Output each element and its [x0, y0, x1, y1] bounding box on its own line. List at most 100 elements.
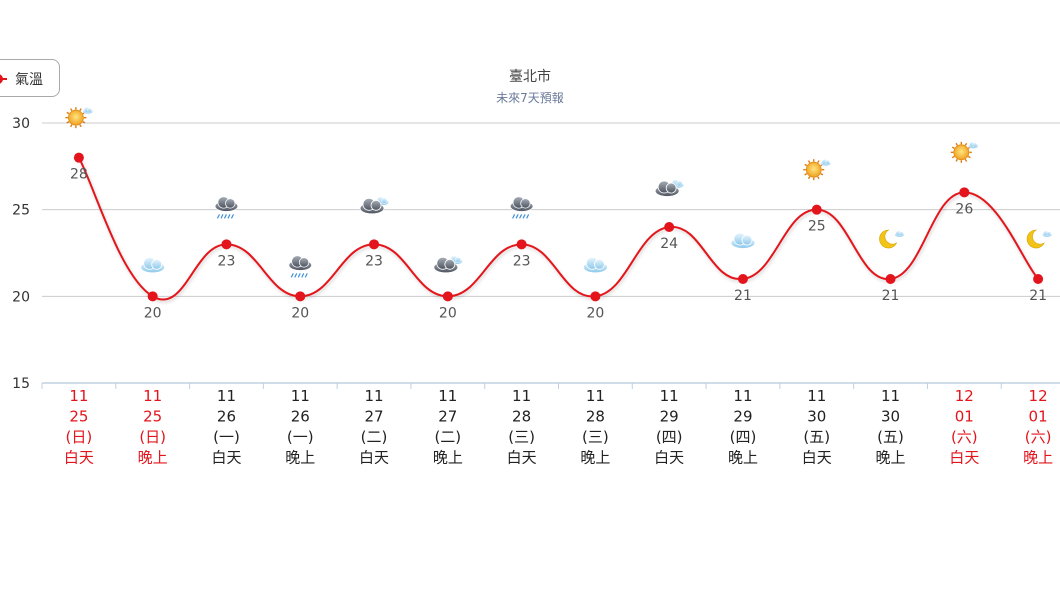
- y-tick-label: 25: [12, 203, 30, 219]
- x-tick-label-line: 11: [438, 387, 457, 405]
- legend-item-label: 氣溫: [15, 72, 43, 88]
- x-tick-label-line: (日): [139, 428, 166, 446]
- x-tick-label-line: 11: [143, 387, 162, 405]
- moon-cloud-icon: [1026, 229, 1053, 249]
- data-point: [737, 274, 748, 284]
- data-label: 26: [955, 201, 973, 217]
- x-tick-label-line: 白天: [64, 449, 94, 467]
- legend[interactable]: 氣溫: [0, 59, 60, 97]
- chart-title: 臺北市: [509, 69, 551, 85]
- x-tick-label: 11 28 (三) 白天: [507, 387, 537, 467]
- x-tick-label: 11 26 (一) 晚上: [285, 387, 315, 467]
- x-tick-label-line: 11: [586, 387, 605, 405]
- data-point: [221, 239, 232, 250]
- data-label: 25: [808, 219, 826, 235]
- x-tick-label: 11 29 (四) 白天: [654, 387, 684, 467]
- x-tick-label: 12 01 (六) 白天: [949, 387, 979, 467]
- x-tick-label-line: 26: [291, 408, 310, 426]
- data-label: 20: [586, 305, 604, 321]
- x-tick-label-line: 11: [660, 387, 679, 405]
- x-tick-label: 11 25 (日) 晚上: [138, 387, 168, 467]
- x-tick-label: 11 27 (二) 晚上: [433, 387, 463, 467]
- y-tick-label: 30: [12, 116, 30, 132]
- data-label: 21: [1029, 288, 1047, 304]
- rain-cloud-icon: [214, 196, 239, 219]
- x-tick-label-line: 11: [807, 387, 826, 405]
- x-tick-label-line: 30: [807, 408, 826, 426]
- data-label: 20: [439, 305, 457, 321]
- data-point: [1033, 274, 1044, 284]
- x-tick-label-line: 30: [881, 408, 900, 426]
- x-tick-label-line: (六): [1025, 428, 1052, 446]
- x-tick-label-line: 29: [733, 408, 752, 426]
- dark-cloud-icon: [433, 255, 463, 274]
- x-tick-label: 11 30 (五) 白天: [802, 387, 832, 467]
- x-tick-label-line: 白天: [949, 449, 979, 467]
- data-point: [590, 291, 601, 302]
- x-tick-label-line: 晚上: [580, 449, 610, 467]
- x-tick-label-line: 01: [955, 408, 974, 426]
- x-tick-label: 11 27 (二) 白天: [359, 387, 389, 467]
- x-tick-label-line: (一): [287, 428, 314, 446]
- x-tick-label-line: 白天: [802, 449, 832, 467]
- x-tick-label-line: 晚上: [1023, 449, 1053, 467]
- x-tick-label-line: 11: [217, 387, 236, 405]
- data-label: 24: [660, 236, 678, 252]
- legend-line-symbol: [0, 78, 7, 80]
- legend-marker-symbol: [0, 74, 3, 84]
- x-tick-label-line: 11: [512, 387, 531, 405]
- x-tick-label-line: (五): [803, 428, 830, 446]
- data-point: [73, 152, 84, 163]
- x-tick-label-line: 25: [143, 408, 162, 426]
- sunny-cloud-icon: [803, 159, 831, 181]
- x-tick-label-line: 12: [1029, 387, 1048, 405]
- x-tick-label-line: (二): [434, 428, 461, 446]
- x-tick-label-line: 晚上: [728, 449, 758, 467]
- x-tick-label: 11 30 (五) 晚上: [876, 387, 906, 467]
- data-point: [147, 291, 158, 302]
- x-tick-label-line: 白天: [507, 449, 537, 467]
- x-tick-label: 11 28 (三) 晚上: [580, 387, 610, 467]
- data-point: [369, 239, 380, 250]
- x-tick-label-line: (六): [951, 428, 978, 446]
- sunny-cloud-icon: [950, 141, 979, 163]
- data-point: [811, 204, 822, 215]
- x-tick-label-line: 11: [364, 387, 383, 405]
- x-tick-label-line: 27: [364, 408, 383, 426]
- x-tick-label: 11 29 (四) 晚上: [728, 387, 758, 467]
- data-label: 20: [144, 305, 162, 321]
- x-tick-label-line: 11: [881, 387, 900, 405]
- x-tick-label-line: 晚上: [876, 449, 906, 467]
- data-label: 28: [70, 167, 88, 183]
- sunny-cloud-icon: [65, 107, 94, 129]
- x-tick-label-line: 11: [291, 387, 310, 405]
- x-tick-label-line: 晚上: [433, 449, 463, 467]
- data-point: [442, 291, 453, 302]
- x-tick-label-line: (三): [508, 428, 535, 446]
- y-tick-label: 15: [12, 376, 30, 392]
- x-tick-label-line: 白天: [654, 449, 684, 467]
- data-label: 21: [882, 288, 900, 304]
- x-tick-label-line: 11: [69, 387, 88, 405]
- data-label: 23: [218, 253, 236, 269]
- x-tick-label-line: 28: [586, 408, 605, 426]
- x-tick-label-line: 11: [733, 387, 752, 405]
- cloud-icon: [582, 256, 608, 274]
- x-tick-label-line: 28: [512, 408, 531, 426]
- data-point: [959, 187, 970, 198]
- x-tick-label-line: (四): [730, 428, 757, 446]
- x-tick-label-line: (四): [656, 428, 683, 446]
- data-point: [885, 274, 896, 284]
- x-tick-label-line: 25: [69, 408, 88, 426]
- x-tick-label-line: 晚上: [138, 449, 168, 467]
- data-label: 23: [513, 253, 531, 269]
- x-tick-label-line: 晚上: [285, 449, 315, 467]
- x-tick-label-line: (二): [361, 428, 388, 446]
- dark-cloud-icon: [654, 179, 684, 197]
- cloud-icon: [730, 232, 756, 249]
- x-tick-label-line: 29: [660, 408, 679, 426]
- data-label: 23: [365, 253, 383, 269]
- data-point: [295, 291, 306, 302]
- x-tick-label-line: 白天: [211, 449, 241, 467]
